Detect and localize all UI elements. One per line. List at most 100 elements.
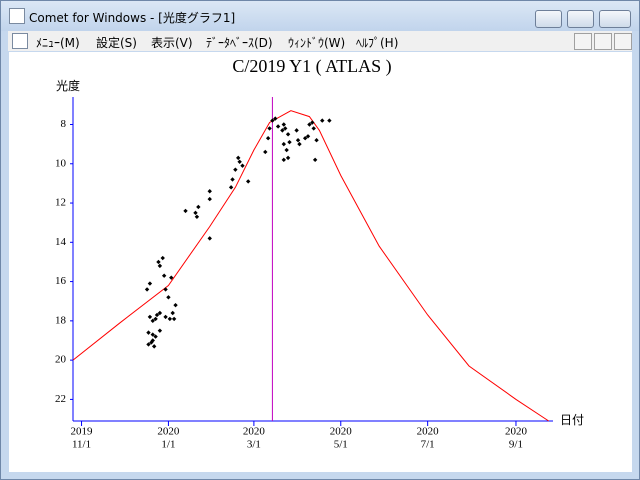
app-icon: [9, 8, 25, 24]
child-icon: [12, 33, 28, 49]
observation-point: [150, 318, 155, 324]
maximize-button[interactable]: [567, 10, 594, 28]
observation-point: [267, 126, 272, 131]
x-tick-label: 2020: [243, 426, 266, 438]
observation-point: [146, 342, 151, 347]
observation-point: [161, 273, 167, 278]
observation-point: [295, 138, 301, 143]
chart-title: C/2019 Y1 ( ATLAS ): [232, 56, 391, 77]
x-tick-label: 2020: [157, 426, 180, 438]
observation-point: [228, 185, 234, 190]
menu-item[interactable]: 設定(S): [96, 36, 137, 50]
observation-point: [153, 316, 158, 322]
observation-point: [240, 163, 245, 168]
observation-point: [207, 189, 212, 194]
observation-point: [166, 295, 171, 300]
observation-point: [230, 177, 235, 182]
observation-point: [311, 126, 316, 131]
observation-point: [270, 118, 275, 123]
x-tick-label: 2020: [330, 426, 353, 438]
observation-point: [285, 132, 291, 137]
observation-point: [147, 314, 153, 320]
close-button[interactable]: [599, 10, 631, 28]
child-restore[interactable]: [594, 33, 612, 50]
observation-point: [310, 120, 315, 125]
observation-point: [150, 338, 155, 343]
observation-point: [305, 134, 311, 139]
observation-point: [233, 167, 238, 172]
x-tick-label: 2019: [71, 426, 94, 438]
observation-point: [265, 136, 271, 141]
y-tick-label: 10: [55, 157, 67, 169]
minimize-button[interactable]: [535, 10, 562, 28]
observation-point: [157, 263, 163, 269]
observation-point: [312, 157, 318, 163]
observation-point: [194, 214, 200, 219]
y-tick-label: 14: [55, 236, 67, 248]
menu-item[interactable]: ｳｨﾝﾄﾞｳ(W): [288, 36, 346, 50]
x-tick-label: 5/1: [334, 439, 348, 451]
x-tick-label: 11/1: [72, 439, 91, 451]
observation-point: [146, 330, 151, 335]
x-tick-label: 1/1: [161, 439, 175, 451]
chart-area: C/2019 Y1 ( ATLAS ) 光度 日付 8 10 12 14 16 18 20 2…: [9, 52, 632, 472]
y-tick-label: 22: [55, 393, 66, 405]
observation-point: [169, 275, 174, 280]
x-axis-label: 日付: [560, 413, 584, 427]
observation-point: [170, 310, 175, 316]
observation-point: [207, 236, 212, 241]
observation-point: [193, 210, 198, 216]
observation-point: [173, 302, 178, 308]
observation-point: [167, 316, 173, 322]
window-title: Comet for Windows - [光度グラフ1]: [29, 11, 236, 25]
observation-point: [157, 328, 163, 333]
observation-point: [283, 126, 288, 131]
observation-point: [163, 287, 168, 292]
menu-item[interactable]: ﾍﾙﾌﾟ(H): [356, 36, 399, 50]
observation-point: [237, 159, 242, 164]
x-tick-label: 2020: [417, 426, 440, 438]
x-tick-label: 2020: [505, 426, 528, 438]
observation-point: [183, 208, 188, 214]
observation-point: [307, 122, 312, 127]
x-tick-label: 7/1: [421, 439, 435, 451]
menu-item[interactable]: 表示(V): [151, 36, 193, 50]
observation-point: [263, 149, 268, 155]
x-tick-label: 9/1: [509, 439, 523, 451]
observation-point: [287, 139, 292, 145]
observation-point: [281, 157, 287, 163]
child-close[interactable]: [614, 33, 632, 50]
observation-point: [160, 255, 165, 261]
observation-point: [150, 332, 155, 337]
observation-point: [327, 118, 332, 123]
observation-point: [294, 128, 299, 133]
observation-point: [154, 312, 160, 318]
observation-point: [236, 155, 241, 161]
observation-point: [144, 287, 150, 292]
y-tick-label: 12: [55, 197, 66, 209]
observation-point: [157, 310, 163, 316]
y-tick-label: 16: [55, 275, 67, 287]
observation-point: [280, 128, 285, 133]
menu-item[interactable]: ﾃﾞｰﾀﾍﾞｰｽ(D): [206, 36, 273, 50]
observation-point: [281, 122, 287, 127]
observation-point: [163, 314, 168, 320]
observation-point: [171, 316, 177, 322]
chart: C/2019 Y1 ( ATLAS ) 光度 日付 81012141618202…: [55, 56, 584, 451]
observation-point: [297, 141, 302, 147]
observation-point: [314, 138, 319, 143]
x-tick-label: 3/1: [247, 439, 261, 451]
observation-point: [156, 259, 161, 265]
observation-point: [147, 281, 153, 286]
title-bar: Comet for Windows - [光度グラフ1]: [1, 1, 639, 31]
observation-point: [281, 141, 287, 147]
observation-point: [320, 118, 325, 123]
child-minimize[interactable]: [574, 33, 592, 50]
observation-point: [273, 116, 278, 121]
menu-bar: ﾒﾆｭｰ(M) 設定(S) 表示(V) ﾃﾞｰﾀﾍﾞｰｽ(D) ｳｨﾝﾄﾞｳ(W…: [8, 31, 632, 51]
observation-point: [196, 204, 201, 210]
observation-point: [285, 155, 291, 161]
y-tick-label: 18: [55, 314, 67, 326]
menu-item[interactable]: ﾒﾆｭｰ(M): [36, 36, 80, 50]
